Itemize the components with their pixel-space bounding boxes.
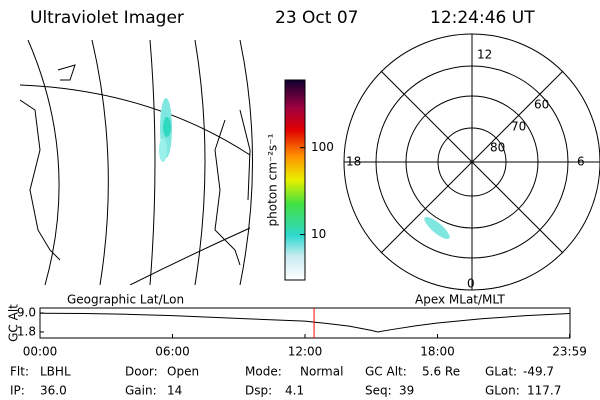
info-value: 4.1 [285,384,304,398]
info-label: Flt: [10,365,29,379]
map [20,40,253,285]
info-label: GLon: [485,384,520,398]
info-value: 5.6 Re [422,365,460,379]
x-tick-label: 12:00 [288,345,323,359]
colorbar [284,79,306,281]
info-label: GC Alt: [365,365,407,379]
x-tick-label: 00:00 [23,345,58,359]
info-label: Dsp: [245,384,272,398]
time: 12:24:46 UT [430,8,535,28]
info-label: Gain: [125,384,157,398]
info-value: 36.0 [40,384,67,398]
info-value: LBHL [40,365,71,379]
mlt-label: 6 [577,155,585,169]
alt-plot-frame [39,307,571,339]
info-label: IP: [10,384,25,398]
colorbar-label: photon cm⁻²s⁻¹ [266,133,280,226]
colorbar-tick-label: 10 [311,227,326,241]
info-value: -49.7 [523,365,554,379]
info-value: 117.7 [527,384,561,398]
x-tick-label: 23:59 [552,345,587,359]
info-label: Seq: [365,384,392,398]
info-label: Door: [125,365,158,379]
lat-label: 70 [511,120,526,134]
x-tick-label: 18:00 [420,345,455,359]
lat-label: 80 [490,141,505,155]
date: 23 Oct 07 [275,8,358,28]
info-label: GLat: [485,365,517,379]
lat-label: 60 [534,98,549,112]
mlt-label: 18 [346,155,361,169]
y-label: GC Alt [7,304,21,342]
polar-label: Apex MLat/MLT [415,293,505,307]
info-value: Open [167,365,199,379]
y-tick-label: 1.8 [17,324,36,338]
info-value: Normal [300,365,343,379]
y-tick-label: 9.0 [17,306,36,320]
polar-plot: 12 18 6 0 60 70 80 [343,33,600,291]
mlt-label: 0 [467,277,475,291]
info-value: 39 [399,384,414,398]
info-value: 14 [167,384,182,398]
mlt-label: 12 [477,48,492,62]
instrument: Ultraviolet Imager [30,8,184,28]
info-label: Mode: [245,365,282,379]
map-label: Geographic Lat/Lon [67,293,184,307]
colorbar-tick-label: 100 [311,140,334,154]
alt-line [39,312,570,333]
x-tick-label: 06:00 [155,345,190,359]
